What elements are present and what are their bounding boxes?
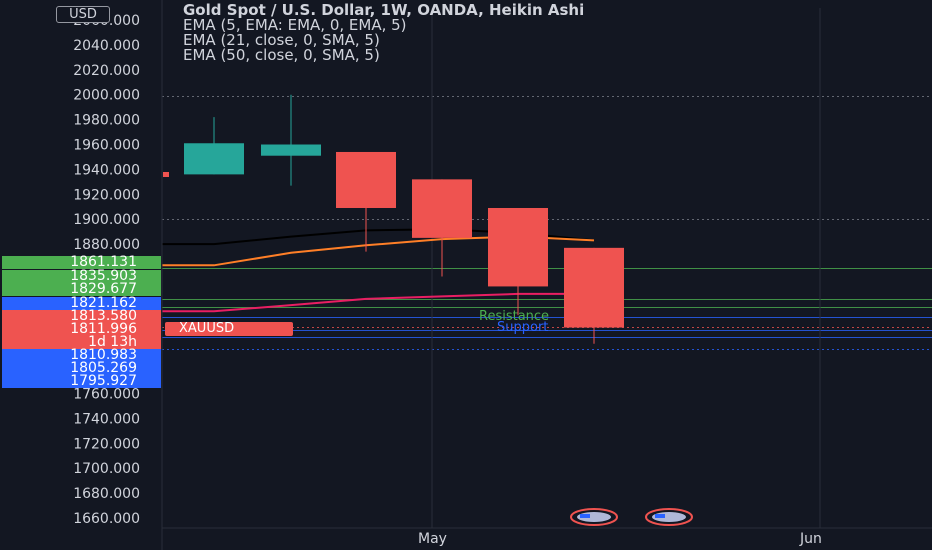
y-tick-label: 1920.000 — [73, 187, 140, 203]
previous-candle-fragment — [163, 172, 169, 177]
annotation-support: Support — [497, 320, 548, 335]
candle-body — [184, 143, 244, 175]
legend-ema-21[interactable]: EMA (21, close, 0, SMA, 5) — [183, 31, 380, 49]
y-tick-label: 1980.000 — [73, 113, 140, 129]
y-tick-label: 1740.000 — [73, 411, 140, 427]
candle-body — [488, 207, 548, 287]
price-tag: 1861.131 — [2, 255, 161, 269]
candle-body — [336, 151, 396, 208]
x-label-jun: Jun — [800, 531, 822, 547]
y-tick-label: 1700.000 — [73, 461, 140, 477]
y-tick-label: 1900.000 — [73, 212, 140, 228]
candle-body — [564, 247, 624, 328]
y-tick-label: 1680.000 — [73, 486, 140, 502]
legend-title: Gold Spot / U.S. Dollar, 1W, OANDA, Heik… — [183, 1, 585, 19]
legend-ema-5[interactable]: EMA (5, EMA: EMA, 0, EMA, 5) — [183, 16, 407, 34]
y-tick-label: 1880.000 — [73, 237, 140, 253]
y-tick-label: 2020.000 — [73, 63, 140, 79]
y-tick-label: 1960.000 — [73, 138, 140, 154]
price-tag: 1829.677 — [2, 282, 161, 296]
price-tag: 1835.903 — [2, 269, 161, 283]
legend-ema-50[interactable]: EMA (50, close, 0, SMA, 5) — [183, 46, 380, 64]
y-tick-label: 1660.000 — [73, 511, 140, 527]
us-flag-event-1[interactable] — [570, 508, 618, 526]
candle-body — [261, 144, 321, 156]
currency-button[interactable]: USD — [56, 6, 110, 23]
price-tag: 1813.580 — [2, 309, 161, 323]
price-tag: 1810.983 — [2, 348, 161, 362]
price-tag: 1821.162 — [2, 296, 161, 310]
y-tick-label: 1940.000 — [73, 162, 140, 178]
x-label-may: May — [418, 531, 447, 547]
y-tick-label: 1720.000 — [73, 436, 140, 452]
y-tick-label: 2000.000 — [73, 88, 140, 104]
price-tag: 1795.927 — [2, 374, 161, 388]
y-tick-label: 1760.000 — [73, 387, 140, 403]
us-flag-event-2[interactable] — [645, 508, 693, 526]
current-price-tag: 1811.996 — [2, 322, 161, 336]
price-tag: 1805.269 — [2, 361, 161, 375]
symbol-label: XAUUSD — [165, 322, 293, 336]
chart-legend: Gold Spot / U.S. Dollar, 1W, OANDA, Heik… — [183, 3, 584, 63]
countdown-tag: 1d 13h — [2, 335, 161, 349]
candles — [184, 94, 624, 344]
candle-body — [412, 179, 472, 238]
y-tick-label: 2040.000 — [73, 38, 140, 54]
annotation-resistance: Resistance — [479, 309, 549, 324]
